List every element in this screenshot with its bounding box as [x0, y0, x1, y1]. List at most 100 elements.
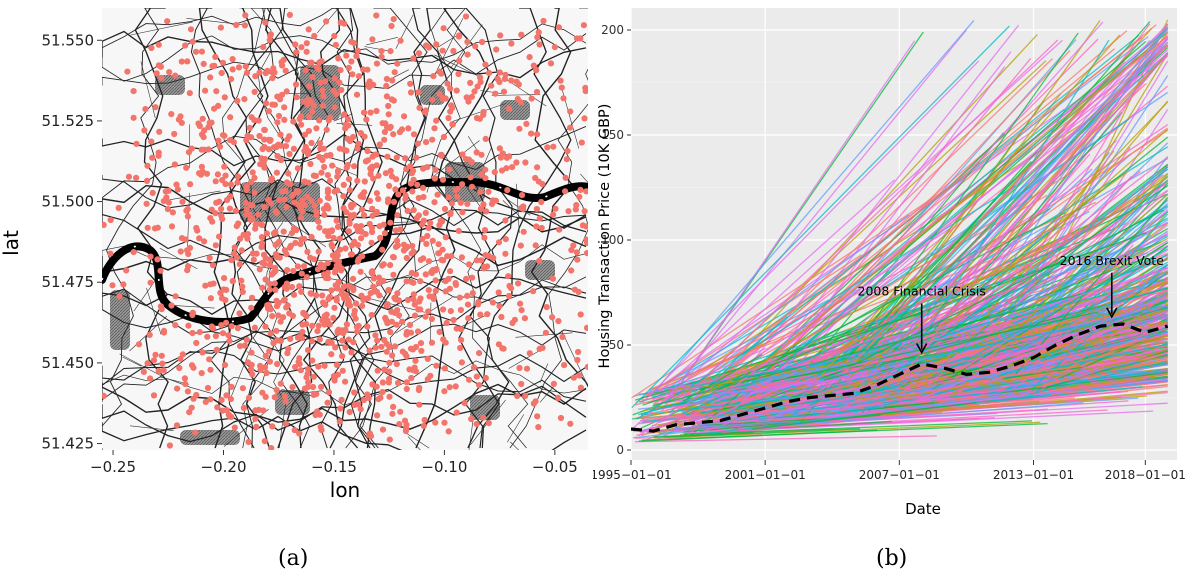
- property-point: [436, 222, 443, 229]
- property-point: [359, 253, 366, 260]
- property-point: [209, 325, 217, 332]
- property-point: [251, 324, 258, 331]
- property-point: [399, 187, 406, 194]
- property-point: [164, 206, 171, 213]
- property-point: [522, 392, 529, 399]
- property-point: [286, 11, 293, 18]
- property-point: [480, 108, 487, 116]
- property-point: [178, 58, 185, 65]
- property-point: [374, 337, 381, 344]
- property-point: [298, 270, 305, 277]
- property-point: [326, 293, 333, 301]
- property-point: [152, 104, 159, 111]
- property-point: [369, 212, 376, 219]
- property-point: [434, 191, 441, 198]
- property-point: [532, 398, 539, 405]
- annotations: 2008 Financial Crisis 2016 Brexit Vote: [858, 253, 1164, 355]
- property-point: [393, 361, 400, 368]
- property-point: [409, 367, 417, 374]
- property-point: [552, 205, 559, 212]
- property-point: [350, 286, 357, 294]
- property-point: [482, 166, 489, 173]
- property-point: [231, 424, 238, 431]
- property-point: [346, 217, 353, 224]
- property-point: [387, 219, 394, 226]
- property-point: [526, 54, 533, 61]
- property-point: [420, 422, 427, 429]
- property-point: [551, 44, 559, 51]
- property-point: [496, 69, 503, 76]
- street: [239, 8, 295, 449]
- street: [561, 330, 587, 384]
- property-point: [184, 388, 191, 395]
- property-point: [441, 419, 448, 426]
- property-point: [364, 66, 371, 73]
- property-point: [155, 149, 162, 156]
- property-point: [199, 349, 206, 356]
- property-point: [508, 164, 516, 171]
- property-point: [462, 13, 470, 20]
- property-point: [299, 197, 306, 204]
- property-point: [286, 150, 293, 158]
- property-point: [353, 223, 360, 230]
- property-point: [436, 328, 443, 335]
- property-point: [324, 172, 331, 179]
- property-point: [506, 153, 513, 160]
- property-point: [445, 275, 452, 282]
- property-point: [465, 98, 472, 105]
- transaction-line: [820, 337, 1002, 382]
- property-point: [280, 56, 287, 64]
- property-point: [473, 149, 480, 156]
- property-point: [133, 140, 140, 147]
- property-point: [283, 203, 290, 211]
- street: [361, 296, 425, 313]
- property-point: [171, 161, 178, 168]
- property-point: [228, 413, 235, 420]
- property-point: [419, 235, 426, 243]
- street: [429, 302, 432, 346]
- property-point: [219, 330, 227, 337]
- property-point: [153, 70, 160, 77]
- property-point: [259, 259, 266, 266]
- property-point: [274, 254, 281, 261]
- property-point: [374, 367, 381, 374]
- property-point: [290, 291, 298, 298]
- property-point: [269, 423, 276, 430]
- property-point: [261, 144, 268, 151]
- property-point: [557, 77, 564, 84]
- property-point: [555, 318, 562, 325]
- property-point: [144, 224, 151, 231]
- property-point: [178, 235, 186, 242]
- property-point: [516, 364, 523, 372]
- property-point: [227, 114, 234, 121]
- property-point: [550, 380, 558, 387]
- property-point: [446, 384, 453, 391]
- street: [102, 276, 587, 401]
- property-point: [272, 208, 279, 215]
- property-point: [378, 53, 385, 61]
- property-point: [533, 223, 540, 230]
- property-point: [581, 115, 588, 122]
- property-point: [389, 410, 396, 417]
- property-point: [234, 325, 241, 332]
- property-point: [535, 424, 542, 431]
- property-point: [215, 137, 222, 144]
- street: [329, 8, 443, 449]
- property-point: [523, 365, 531, 372]
- property-point: [321, 362, 328, 369]
- property-point: [503, 165, 510, 172]
- property-point: [323, 202, 330, 209]
- property-point: [359, 302, 366, 309]
- property-point: [241, 96, 248, 103]
- property-point: [345, 282, 352, 289]
- property-point: [469, 274, 476, 281]
- transaction-line: [864, 356, 1168, 403]
- property-point: [484, 311, 491, 318]
- property-point: [498, 313, 505, 321]
- property-point: [262, 323, 269, 330]
- property-point: [320, 145, 327, 152]
- property-point: [363, 116, 370, 123]
- property-point: [125, 173, 133, 180]
- property-point: [307, 290, 314, 297]
- property-point: [219, 59, 227, 66]
